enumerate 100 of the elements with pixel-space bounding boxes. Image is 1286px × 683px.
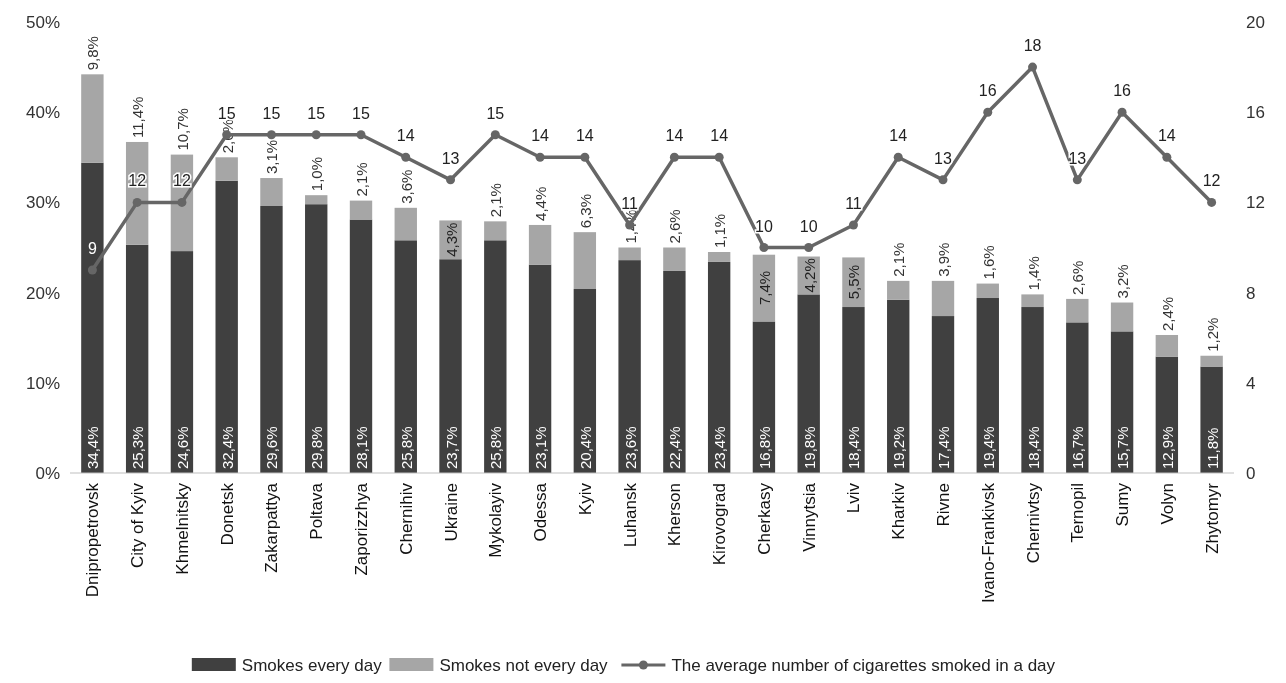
data-label: 18,4% [845,426,863,469]
bar [1200,366,1223,473]
data-label: 25,8% [487,426,505,469]
bar [573,232,597,289]
data-label: 12 [1202,172,1221,190]
bar [439,259,462,473]
x-tick-label: Luhansk [620,482,640,548]
data-label: 34,4% [84,426,102,469]
data-label: 3,6% [397,169,415,204]
data-label: 15 [486,104,505,122]
data-label: 15 [262,104,281,122]
bar [1066,298,1089,323]
bar [752,321,776,473]
bar [349,200,373,220]
data-label: 23,4% [711,426,729,469]
data-label: 28,1% [353,426,370,469]
x-tick-label: City of Kyiv [128,482,148,569]
data-label: 22,4% [666,426,684,469]
point [87,265,97,275]
data-label: 23,1% [532,426,550,469]
x-tick-label: Ivano-Frankivsk [978,482,998,603]
bar [707,252,731,262]
data-label: 14 [665,127,684,145]
bar [663,270,686,473]
x-tick-label: Ukraine [441,483,461,542]
point [266,130,276,140]
data-label: 23,7% [442,426,460,469]
data-label: 29,6% [263,426,281,469]
point [714,152,724,162]
point [311,130,321,140]
data-label: 17,4% [935,426,952,469]
x-tick-label: Volyn [1157,483,1177,525]
point [356,130,366,140]
point [535,152,545,162]
data-label: 15,7% [1114,426,1132,469]
bar [394,207,417,241]
bar [305,195,328,205]
point [446,175,456,185]
x-tick-label: Poltava [307,482,327,540]
data-label: 10,7% [173,108,191,151]
data-label: 20,4% [576,426,594,469]
point [983,107,993,117]
data-label: 4,2% [800,258,818,293]
point [893,152,903,162]
data-label: 4,3% [442,222,460,257]
x-tick-label: Kharkiv [889,482,909,540]
data-label: 4,4% [532,186,550,221]
x-tick-label: Kyiv [575,482,595,516]
data-label: 10 [755,217,773,235]
data-label: 1,6% [979,245,997,280]
bar [260,206,283,473]
data-label: 24,6% [173,426,191,469]
data-label: 12 [173,172,191,190]
y2-tick-label: 20 [1246,13,1265,32]
data-label: 2,1% [890,242,908,277]
data-label: 7,4% [755,270,773,306]
data-label: 5,5% [845,265,863,300]
data-label: 13 [934,149,952,167]
data-label: 19,8% [800,426,818,469]
data-label: 12,9% [1158,426,1176,469]
point [401,152,411,162]
x-tick-label: Zhytomyr [1202,482,1222,554]
x-tick-label: Cherkasy [754,482,774,555]
data-label: 14 [889,127,908,145]
y2-tick-label: 8 [1246,283,1256,303]
data-label: 11,4% [129,96,147,138]
point [804,243,814,252]
y2-tick-label: 16 [1246,103,1265,123]
point [1028,62,1038,72]
bar [931,280,955,317]
data-label: 18,4% [1024,426,1042,469]
bar [484,221,507,241]
data-label: 1,0% [308,156,326,192]
data-label: 2,6% [666,209,684,244]
bar [528,264,552,473]
data-label: 14 [531,127,550,145]
point [938,175,948,185]
data-label: 2,1% [353,162,370,197]
data-label: 10 [799,217,818,235]
legend-label: The average number of cigarettes smoked in a day [671,656,1056,675]
point [848,220,858,230]
bar [484,240,507,473]
bar [842,307,865,473]
data-label: 9,8% [84,36,102,71]
bar [1155,334,1179,357]
point [132,197,142,207]
bar [618,260,641,473]
data-label: 1,4% [1024,256,1042,291]
bar [618,247,641,261]
point [1117,107,1127,117]
y-tick-label: 30% [25,193,60,213]
data-label: 2,1% [487,183,505,218]
bar [528,224,552,265]
x-tick-label: Kherson [665,483,685,547]
y-tick-label: 0% [35,464,60,483]
x-tick-label: Donetsk [217,482,237,546]
data-label: 6,3% [576,193,594,229]
x-tick-label: Chernivtsy [1023,482,1043,564]
y-tick-label: 20% [25,283,60,303]
data-label: 2,6% [1069,260,1087,295]
